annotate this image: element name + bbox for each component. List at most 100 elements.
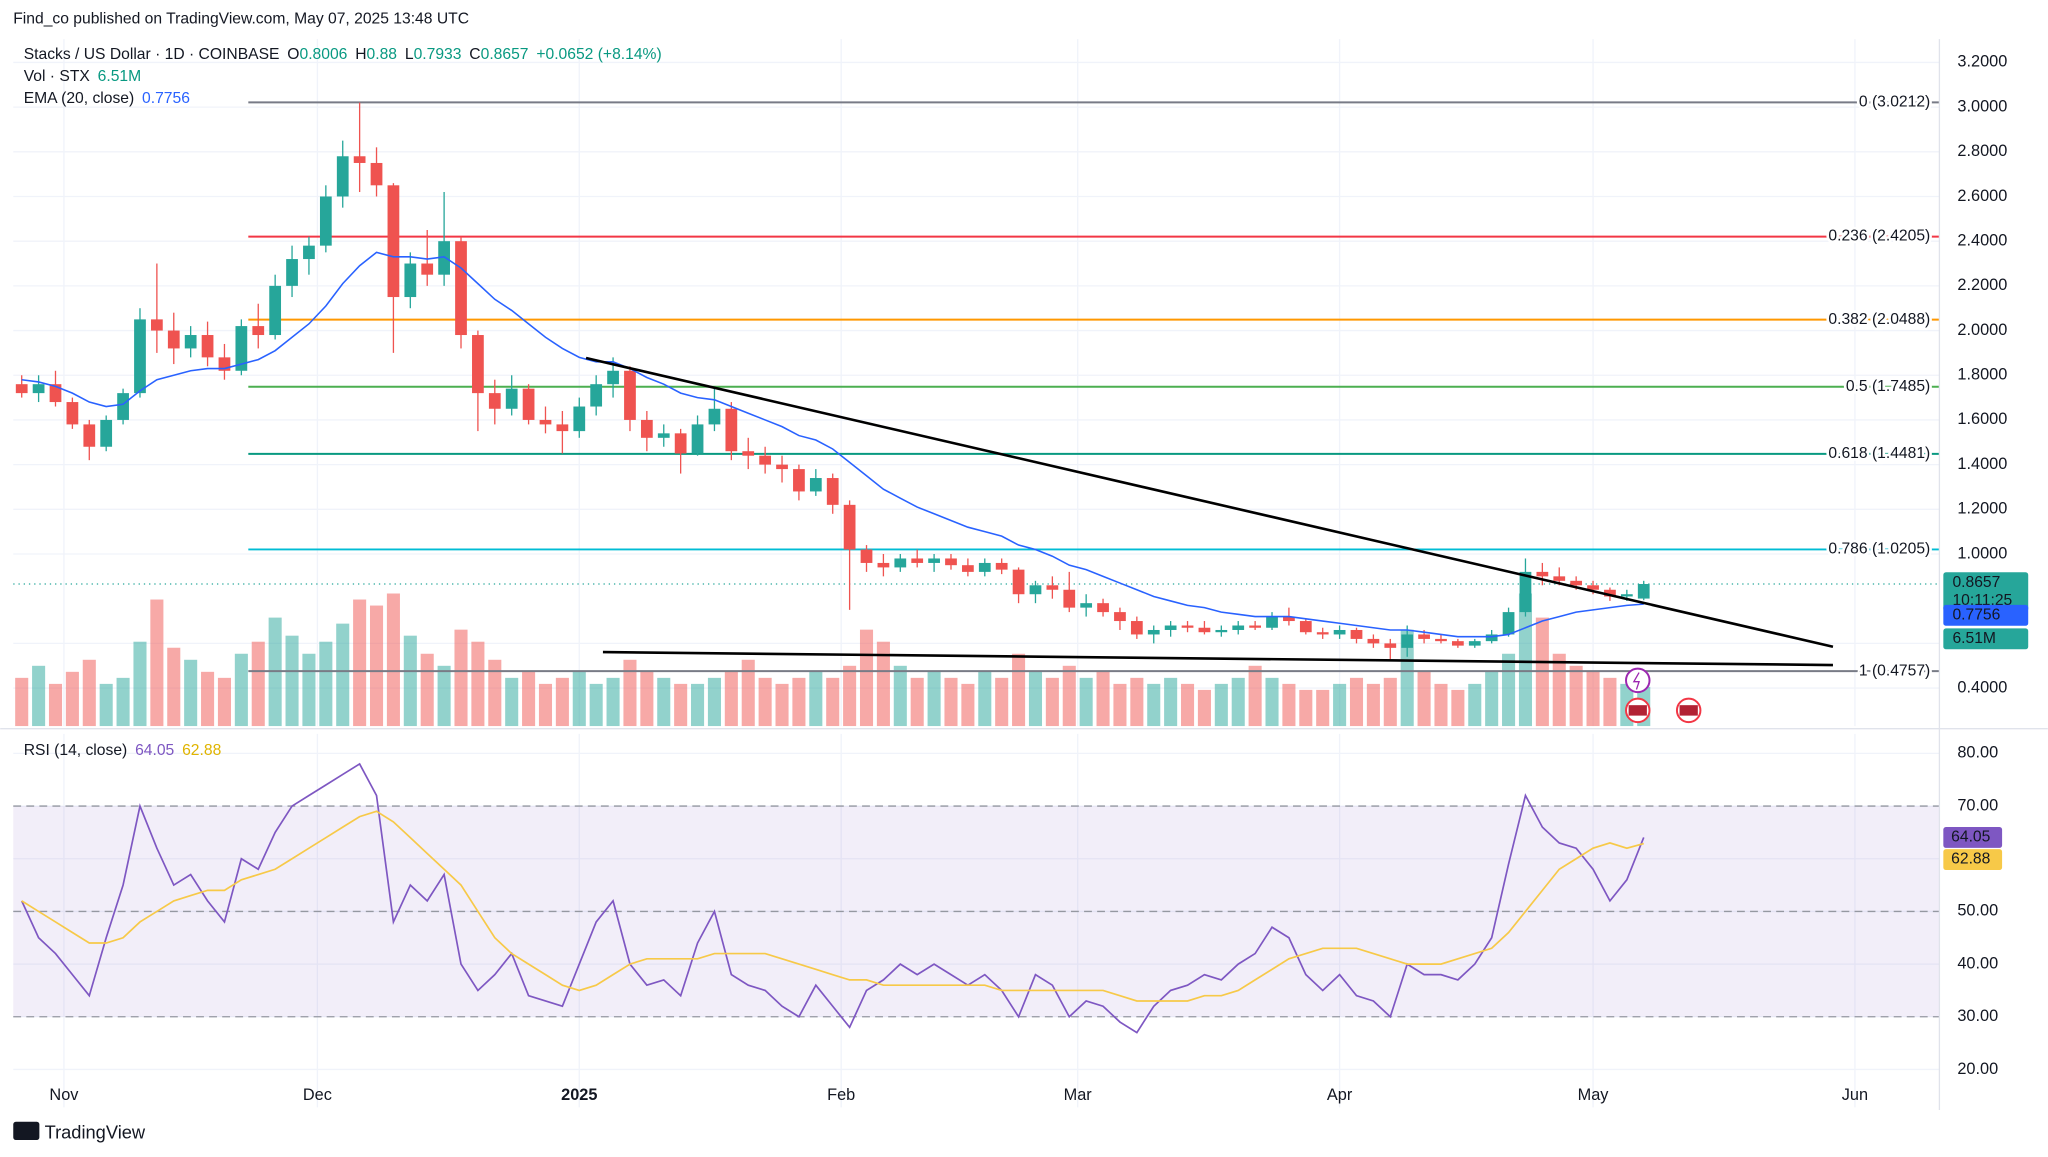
- volume-bar: [454, 629, 468, 727]
- volume-bar: [741, 659, 755, 727]
- volume-bar: [910, 677, 924, 727]
- ema-line: [21, 251, 1644, 638]
- candle-body: [843, 504, 856, 550]
- candle-body: [1333, 629, 1346, 635]
- volume-badge: [1943, 628, 2029, 650]
- volume-bar: [32, 665, 46, 727]
- fib-label: 0 (3.0212): [1859, 94, 1930, 111]
- candle-body: [691, 424, 704, 454]
- rsi-ma-value: 62.88: [182, 742, 221, 759]
- volume-bar: [1569, 665, 1583, 727]
- y-tick-label: 1.4000: [1957, 455, 2007, 473]
- candle-body: [184, 335, 197, 349]
- volume-bar: [1383, 677, 1397, 727]
- legend-main: Stacks / US Dollar · 1D · COINBASE O0.800…: [24, 46, 662, 63]
- y-tick-label: 2.2000: [1957, 276, 2007, 294]
- volume-bar: [1079, 677, 1093, 727]
- y-tick-label: 80.00: [1957, 744, 1998, 762]
- volume-bar: [1130, 677, 1144, 727]
- y-tick-label: 1.8000: [1957, 366, 2007, 384]
- ema-value: 0.7756: [142, 90, 190, 107]
- x-tick-label: 2025: [561, 1086, 597, 1104]
- symbol: Stacks / US Dollar · 1D · COINBASE: [24, 46, 280, 63]
- volume-bar: [640, 671, 654, 727]
- volume-bar: [150, 599, 164, 727]
- price-badge-label: 0.8657: [1952, 574, 2000, 591]
- volume-bar: [386, 593, 400, 727]
- volume-name: Vol · STX: [24, 68, 91, 85]
- volume-bar: [1349, 677, 1364, 727]
- volume-bar: [1451, 689, 1465, 727]
- candle-body: [894, 558, 907, 568]
- volume-bar: [184, 659, 198, 727]
- volume-bar: [978, 671, 992, 727]
- rsi-ma-badge: [1943, 849, 2003, 871]
- rsi-name: RSI (14, close): [24, 742, 128, 759]
- volume-bar: [1197, 689, 1211, 727]
- candle-body: [134, 319, 146, 394]
- candle-body: [928, 558, 940, 563]
- candle-body: [1468, 641, 1481, 646]
- volume-bar: [707, 677, 721, 727]
- candle-body: [1299, 621, 1312, 633]
- event-icon-bolt: [1632, 672, 1640, 690]
- price-badge: [1943, 572, 2029, 612]
- candle-body: [1114, 612, 1126, 622]
- y-tick-label: 1.0000: [1957, 544, 2007, 562]
- volume-bar: [437, 665, 451, 727]
- candle-body: [1435, 638, 1447, 642]
- header: Find_co published on TradingView.com, Ma…: [13, 11, 469, 28]
- legend-rsi: RSI (14, close) 64.05 62.88: [24, 742, 222, 759]
- volume-bar: [893, 665, 907, 727]
- candle-body: [1164, 625, 1177, 630]
- candle-body: [1198, 627, 1211, 633]
- candle-body: [1080, 603, 1093, 608]
- volume-bar: [775, 683, 789, 727]
- rsi-badge-label: 64.05: [1951, 829, 1990, 846]
- l-value: 0.7933: [414, 46, 462, 63]
- volume-bar: [1299, 689, 1313, 727]
- candle-body: [167, 330, 180, 349]
- volume-bar: [538, 683, 553, 727]
- candle-body: [286, 259, 298, 286]
- candle-body: [607, 370, 619, 385]
- volume-bar: [1181, 683, 1195, 727]
- grid: [13, 39, 1940, 1108]
- candle-body: [1063, 589, 1076, 608]
- volume-bar: [234, 653, 248, 727]
- rsi-ma-badge-label: 62.88: [1951, 851, 1990, 868]
- ema-name: EMA (20, close): [24, 90, 135, 107]
- candle-body: [32, 384, 45, 394]
- volume-bar: [167, 647, 181, 727]
- candle-body: [877, 562, 890, 568]
- volume-bar: [1231, 677, 1245, 727]
- candle-body: [1604, 589, 1616, 597]
- candle-body: [404, 263, 417, 298]
- candle-body: [336, 156, 349, 197]
- volume-bar: [1400, 629, 1414, 727]
- fib-label: 0.236 (2.4205): [1828, 228, 1930, 245]
- candle-body: [809, 478, 822, 492]
- c-label: C: [469, 46, 480, 63]
- volume-bar: [1603, 677, 1617, 727]
- candle-body: [15, 384, 28, 394]
- candle-body: [1266, 616, 1278, 628]
- rsi-line: [21, 810, 1644, 1002]
- volume-bar: [1586, 671, 1600, 727]
- change: +0.0652 (+8.14%): [536, 46, 661, 63]
- candle-body: [962, 565, 974, 572]
- event-icon[interactable]: [1625, 667, 1651, 694]
- candle-body: [1097, 603, 1109, 613]
- candle-body: [303, 245, 315, 260]
- volume-bar: [251, 641, 265, 727]
- volume-bar: [724, 671, 738, 727]
- rsi-line: [20, 762, 1645, 1034]
- countdown: 10:11:25: [1952, 592, 2012, 609]
- volume-bar: [1468, 683, 1482, 727]
- volume-bar: [1062, 665, 1076, 727]
- candle-body: [776, 464, 788, 470]
- y-tick-label: 40.00: [1957, 954, 1998, 972]
- volume-bar: [572, 671, 586, 727]
- legend-ema: EMA (20, close) 0.7756: [24, 90, 191, 107]
